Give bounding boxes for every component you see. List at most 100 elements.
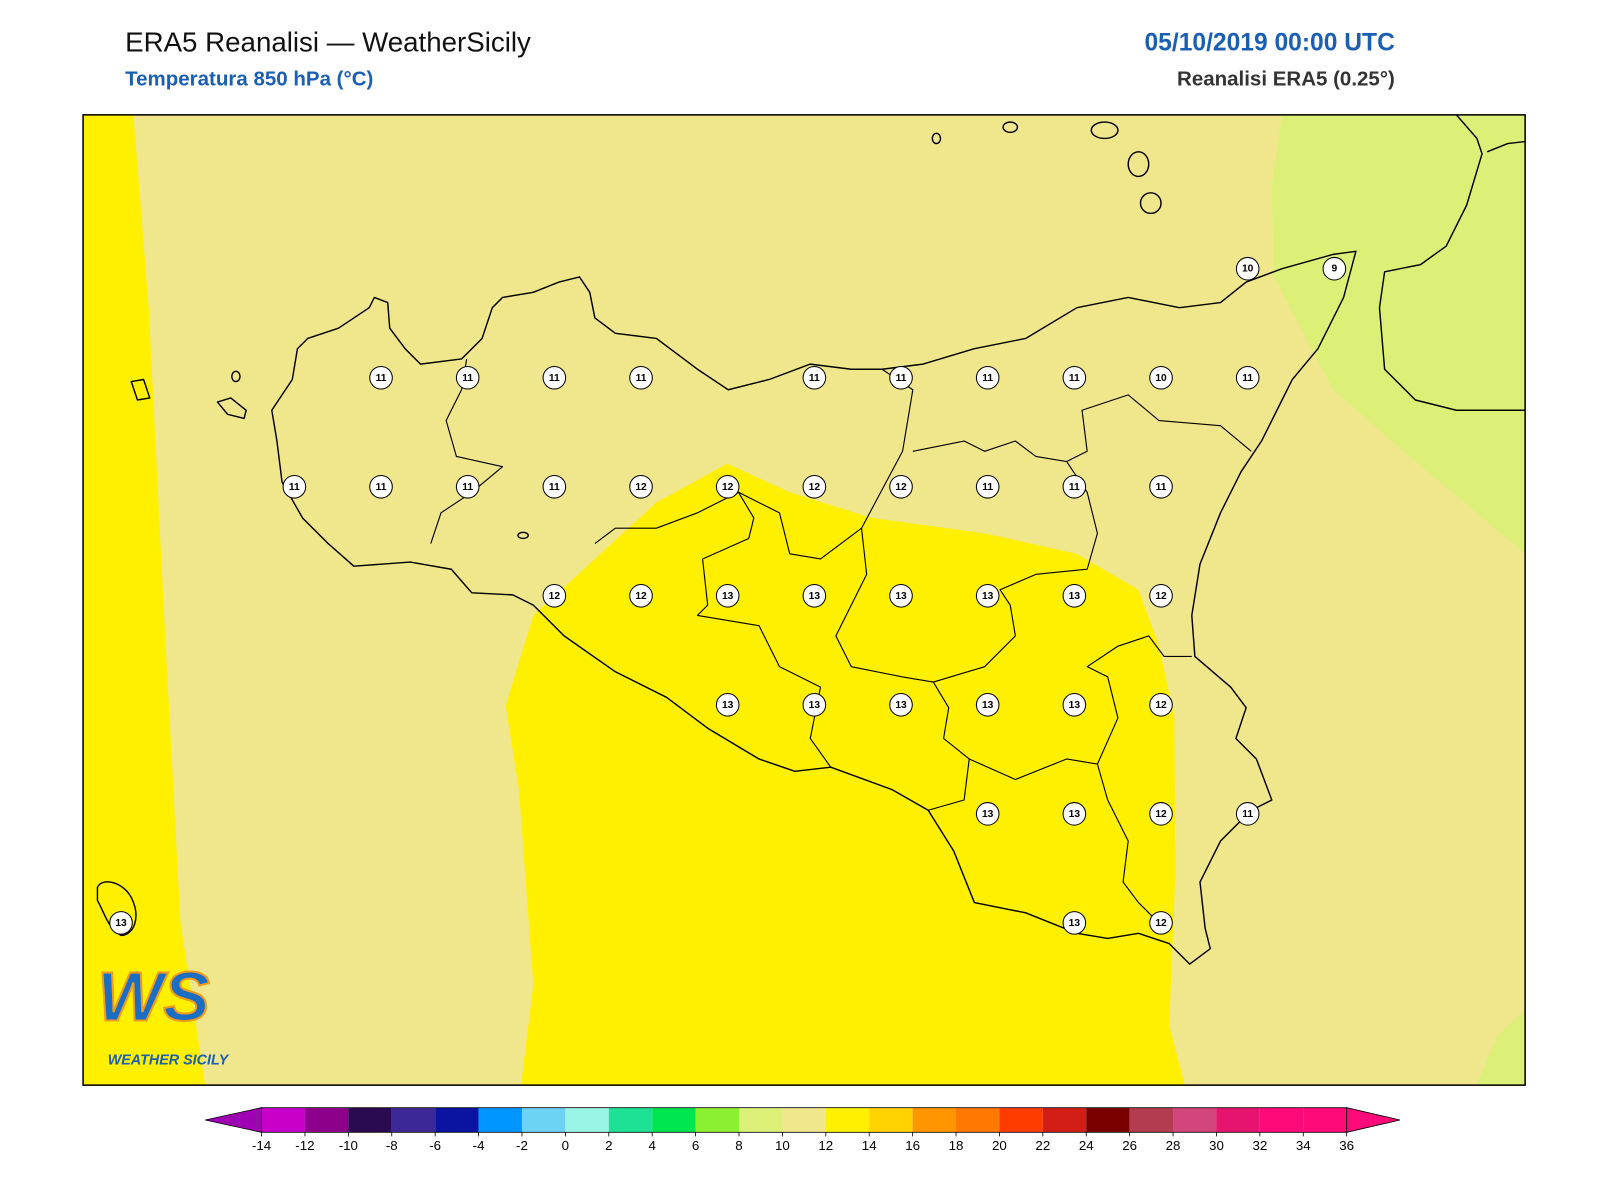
- island: [1139, 192, 1162, 215]
- colorbar-tick-label: 28: [1166, 1138, 1181, 1153]
- station-value: 11: [376, 373, 387, 384]
- colorbar-tick-label: -2: [516, 1138, 528, 1153]
- colorbar-segment: [825, 1107, 870, 1133]
- colorbar-segment: [435, 1107, 479, 1133]
- station-value: 12: [549, 591, 561, 602]
- colorbar-tick-label: -6: [429, 1138, 441, 1153]
- station-value: 13: [722, 591, 734, 602]
- colorbar-segment: [261, 1107, 305, 1133]
- station-value: 11: [809, 373, 820, 384]
- field-8-10: [1476, 1010, 1526, 1086]
- station-value: 11: [289, 482, 300, 493]
- colorbar-segment: [1129, 1107, 1174, 1133]
- station-marker: [975, 693, 1000, 717]
- station-value: 10: [1155, 373, 1167, 384]
- station-marker: [715, 693, 740, 717]
- station-marker: [369, 474, 393, 499]
- station-value: 11: [376, 482, 387, 493]
- subtitle: Temperatura 850 hPa (°C): [125, 67, 373, 90]
- station-marker: [975, 584, 1000, 608]
- station-value: 13: [982, 700, 994, 711]
- station-value: 11: [549, 482, 560, 493]
- station-marker: [975, 474, 1000, 499]
- station-marker: [1062, 584, 1087, 608]
- station-value: 12: [635, 482, 647, 493]
- logo-mark: WS: [97, 958, 209, 1036]
- station-value: 11: [982, 373, 993, 384]
- colorbar-tick-label: 10: [775, 1138, 790, 1153]
- station-marker: [1235, 365, 1260, 390]
- station-marker: [282, 474, 307, 499]
- station-value: 13: [895, 700, 907, 711]
- colorbar-segment: [1173, 1107, 1217, 1133]
- station-marker: [1062, 365, 1087, 390]
- station-value: 11: [1069, 373, 1080, 384]
- source: Reanalisi ERA5 (0.25°): [1177, 67, 1395, 90]
- station-value: 13: [1069, 809, 1081, 820]
- province-border: [594, 368, 914, 560]
- station-marker: [369, 365, 393, 390]
- station-marker: [802, 584, 827, 608]
- logo-name: WEATHER SICILY: [108, 1053, 230, 1069]
- colorbar-tick-label: 30: [1209, 1138, 1224, 1153]
- colorbar-segment: [1303, 1107, 1347, 1133]
- colorbar-tick-label: 36: [1339, 1138, 1354, 1153]
- station-marker: [802, 693, 827, 717]
- station-marker: [629, 474, 653, 499]
- field-8-10: [1271, 114, 1526, 554]
- colorbar-segment: [391, 1107, 436, 1133]
- station-marker: [1062, 693, 1087, 717]
- colorbar-tick-label: 12: [818, 1138, 833, 1153]
- stations: 10 9 11 11 11 11 11 11 11 11 10 11 11 11 11 11 12 12 12 12 1…: [109, 256, 1347, 935]
- station-marker: [889, 584, 913, 608]
- station-marker: [802, 365, 827, 390]
- coastline: [1378, 114, 1526, 411]
- colorbar-segment: [782, 1107, 826, 1133]
- station-marker: [889, 474, 913, 499]
- colorbar-segment: [521, 1107, 566, 1133]
- station-value: 13: [1069, 700, 1081, 711]
- station-marker: [629, 584, 653, 608]
- coastline: [1486, 140, 1526, 153]
- station-marker: [1062, 474, 1087, 499]
- station-marker: [1149, 474, 1173, 499]
- province-border: [702, 492, 755, 560]
- colorbar-tick-label: -14: [252, 1138, 272, 1153]
- station-marker: [542, 584, 567, 608]
- colorbar-segment: [565, 1107, 609, 1133]
- station-value: 13: [1069, 591, 1081, 602]
- island: [231, 370, 241, 383]
- colorbar-segment: [1259, 1107, 1304, 1133]
- station-marker: [1149, 365, 1173, 390]
- colorbar-segment: [304, 1107, 349, 1133]
- province-border: [1096, 763, 1160, 924]
- station-marker: [1322, 256, 1347, 281]
- province-border: [835, 461, 1098, 683]
- station-value: 11: [1156, 482, 1167, 493]
- island: [130, 378, 151, 401]
- station-value: 13: [1069, 918, 1081, 929]
- station-value: 11: [1242, 373, 1253, 384]
- station-marker: [1062, 911, 1087, 935]
- colorbar-tick-label: 18: [949, 1138, 964, 1153]
- colorbar-segment: [1086, 1107, 1130, 1133]
- datetime: 05/10/2019 00:00 UTC: [1144, 30, 1395, 57]
- station-marker: [542, 365, 567, 390]
- colorbar-segment: [738, 1107, 783, 1133]
- station-value: 13: [115, 918, 127, 929]
- station-marker: [1149, 584, 1173, 608]
- province-border: [969, 635, 1192, 781]
- island: [1127, 151, 1150, 178]
- station-marker: [455, 365, 480, 390]
- station-marker: [1149, 802, 1173, 826]
- coastline: [271, 250, 1357, 965]
- colorbar-segment: [1042, 1107, 1087, 1133]
- station-marker: [542, 474, 567, 499]
- colorbar-segment: [1216, 1107, 1260, 1133]
- station-marker: [975, 365, 1000, 390]
- colorbar-segment: [695, 1107, 739, 1133]
- colorbar-tick-label: 16: [905, 1138, 920, 1153]
- colorbar-tick-label: 4: [648, 1138, 656, 1153]
